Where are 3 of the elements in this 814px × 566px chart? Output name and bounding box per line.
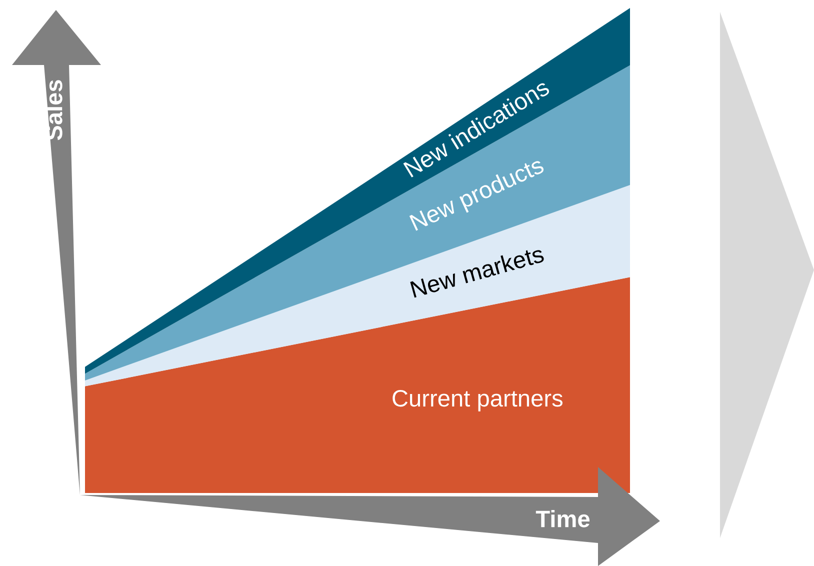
series-label: Current partners <box>392 390 563 412</box>
series-label: New markets <box>410 244 545 298</box>
x-axis-title: Time <box>536 510 590 528</box>
